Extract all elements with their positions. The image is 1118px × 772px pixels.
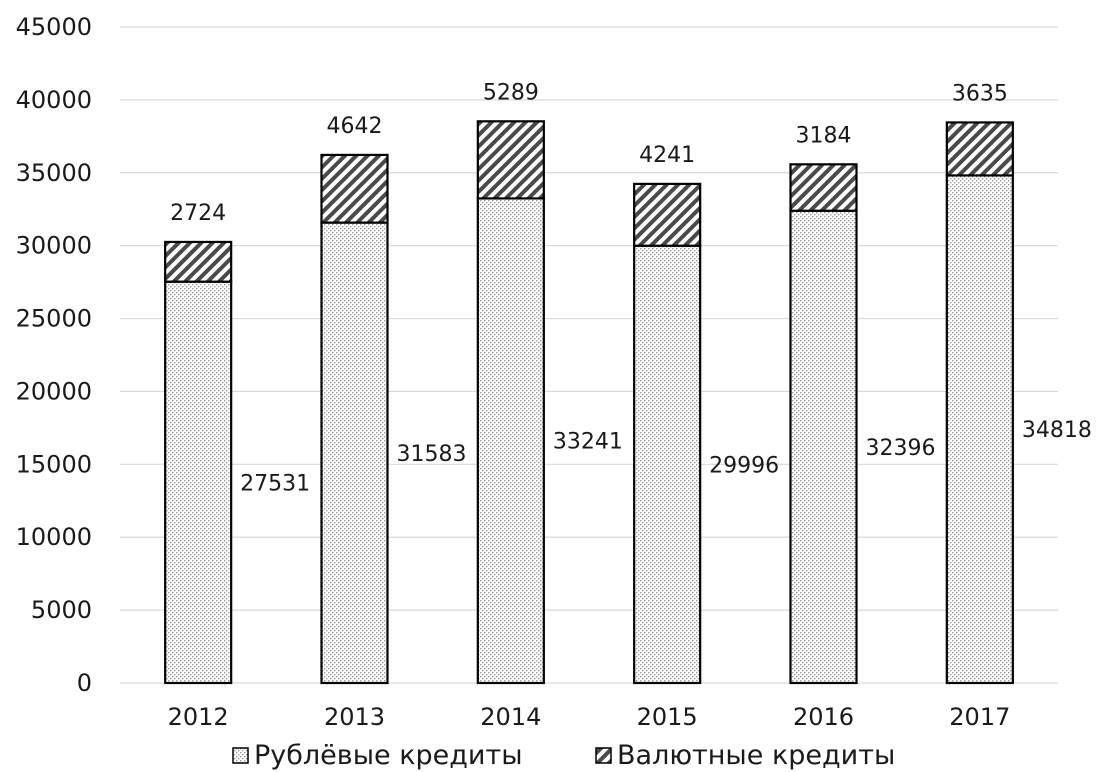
legend-item-currency: Валютные кредиты — [595, 740, 895, 771]
y-tick-label-30000: 30000 — [16, 232, 92, 260]
gridlines — [120, 26, 1058, 684]
y-tick-label-35000: 35000 — [16, 159, 92, 187]
x-tick-label-2014: 2014 — [480, 703, 541, 731]
legend-item-ruble-swatch — [232, 747, 249, 764]
bar-currency-2017 — [945, 121, 1014, 177]
bar-ruble-2014 — [476, 197, 545, 685]
x-tick-label-2015: 2015 — [637, 703, 698, 731]
x-tick-label-2013: 2013 — [324, 703, 385, 731]
data-label-ruble-2013: 31583 — [397, 442, 467, 467]
x-tick-label-2012: 2012 — [168, 703, 229, 731]
bar-ruble-2013 — [320, 221, 389, 685]
data-label-currency-2013: 4642 — [327, 114, 383, 139]
x-tick-label-2017: 2017 — [949, 703, 1010, 731]
y-tick-label-45000: 45000 — [16, 13, 92, 41]
data-label-currency-2017: 3635 — [952, 81, 1008, 106]
data-label-ruble-2017: 34818 — [1022, 418, 1092, 443]
bar-ruble-2016 — [789, 209, 858, 685]
y-axis-tick-labels: 0 5000 10000 15000 20000 25000 30000 35000 40000… — [16, 13, 92, 697]
y-tick-label-20000: 20000 — [16, 377, 92, 405]
data-label-currency-2014: 5289 — [483, 80, 539, 105]
legend-item-currency-label: Валютные кредиты — [617, 740, 895, 771]
y-tick-label-5000: 5000 — [31, 596, 92, 624]
legend-item-ruble-label: Рублёвые кредиты — [254, 740, 523, 771]
y-tick-label-15000: 15000 — [16, 450, 92, 478]
bar-ruble-2012 — [164, 280, 233, 685]
data-labels: 27531 2724 31583 4642 33241 5289 29996 4241 3239… — [170, 80, 1092, 496]
bar-ruble-2017 — [945, 174, 1014, 685]
y-tick-label-40000: 40000 — [16, 86, 92, 114]
legend-item-currency-swatch — [595, 747, 612, 764]
bar-currency-2015 — [633, 182, 702, 247]
bar-currency-2016 — [789, 163, 858, 212]
legend: Рублёвые кредиты Валютные кредиты — [232, 740, 895, 771]
data-label-currency-2012: 2724 — [170, 201, 226, 226]
data-label-currency-2016: 3184 — [796, 123, 852, 148]
data-label-ruble-2015: 29996 — [709, 453, 779, 478]
legend-item-ruble: Рублёвые кредиты — [232, 740, 523, 771]
x-axis-tick-labels: 2012 2013 2014 2015 2016 2017 — [168, 703, 1011, 731]
bar-currency-2012 — [164, 240, 233, 283]
data-label-ruble-2016: 32396 — [866, 436, 936, 461]
data-label-currency-2015: 4241 — [639, 143, 695, 168]
data-label-ruble-2012: 27531 — [240, 471, 310, 496]
y-tick-label-0: 0 — [77, 669, 92, 697]
data-label-ruble-2014: 33241 — [553, 430, 623, 455]
bar-currency-2014 — [476, 120, 545, 200]
bar-currency-2013 — [320, 153, 389, 224]
bar-ruble-2015 — [633, 244, 702, 685]
y-tick-label-10000: 10000 — [16, 523, 92, 551]
x-tick-label-2016: 2016 — [793, 703, 854, 731]
y-tick-label-25000: 25000 — [16, 305, 92, 333]
bars — [164, 120, 1014, 685]
